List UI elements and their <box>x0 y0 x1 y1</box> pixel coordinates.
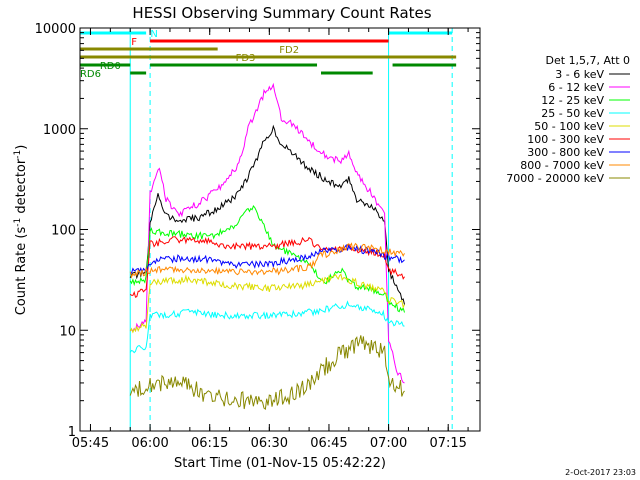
y-label-sup1: -1 <box>13 218 23 227</box>
x-tick-label: 06:00 <box>131 436 168 451</box>
legend-label: 12 - 25 keV <box>541 94 604 107</box>
legend-label: 6 - 12 keV <box>548 81 604 94</box>
flag-label: FD2 <box>279 45 299 56</box>
series-line <box>129 273 405 334</box>
y-tick-label: 100 <box>51 224 76 239</box>
series-line <box>129 82 405 384</box>
flag-label: RD6 <box>80 69 101 80</box>
y-axis: 1 10 100 1000 10000 <box>35 22 480 440</box>
y-label-end: ) <box>14 145 29 150</box>
y-tick-label: 10 <box>59 324 76 339</box>
y-axis-label: Count Rate (s-1 detector-1) <box>13 145 29 316</box>
series-line <box>129 242 405 279</box>
x-tick-label: 06:15 <box>191 436 228 451</box>
y-tick-label: 10000 <box>35 22 76 37</box>
series-line <box>129 205 405 313</box>
x-tick-label: 06:45 <box>310 436 347 451</box>
plot-frame <box>79 27 481 432</box>
legend-label: 50 - 100 keV <box>534 120 604 133</box>
x-axis: 05:45 06:00 06:15 06:30 06:45 07:00 07:15 <box>72 28 469 451</box>
flag-label: FD3 <box>236 53 256 64</box>
x-tick-label: 06:30 <box>251 436 288 451</box>
flag-label: F <box>131 37 137 48</box>
y-tick-label: 1 <box>68 425 76 440</box>
legend-label: 25 - 50 keV <box>541 107 604 120</box>
x-tick-label: 05:45 <box>72 436 109 451</box>
x-tick-label: 07:00 <box>370 436 407 451</box>
legend-header: Det 1,5,7, Att 0 <box>546 54 630 67</box>
series-lines <box>129 82 405 410</box>
y-label-main: Count Rate (s <box>14 227 29 316</box>
legend-label: 7000 - 20000 keV <box>506 172 604 185</box>
legend-label: 800 - 7000 keV <box>520 159 604 172</box>
generation-timestamp: 2-Oct-2017 23:03 <box>565 468 636 477</box>
y-tick-label: 1000 <box>43 123 76 138</box>
legend-label: 3 - 6 keV <box>555 68 604 81</box>
flag-label: N <box>150 29 157 40</box>
flag-label: RD0 <box>100 61 121 72</box>
series-line <box>129 335 405 410</box>
series-line <box>129 124 405 305</box>
legend-label: 100 - 300 keV <box>527 133 604 146</box>
chart-title: HESSI Observing Summary Count Rates <box>132 4 431 22</box>
y-label-mid: detector <box>14 158 29 218</box>
x-tick-label: 07:15 <box>429 436 466 451</box>
legend-label: 300 - 800 keV <box>527 146 604 159</box>
series-line <box>129 300 405 354</box>
series-line <box>130 243 405 274</box>
y-label-sup2: -1 <box>13 150 23 159</box>
series-line <box>129 236 405 298</box>
x-axis-label: Start Time (01-Nov-15 05:42:22) <box>174 456 386 471</box>
